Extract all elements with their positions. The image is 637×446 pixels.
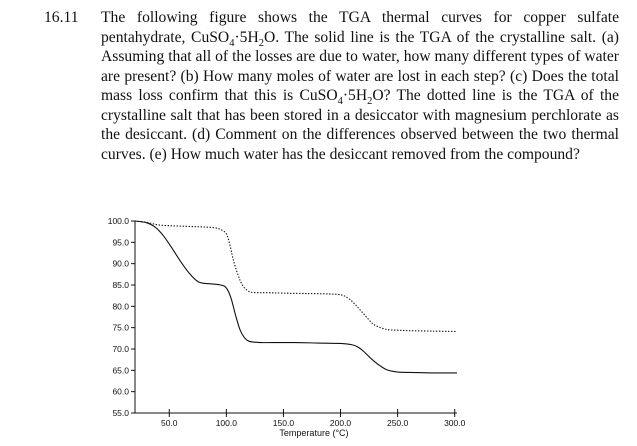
x-tick-label: 150.0 bbox=[273, 418, 295, 428]
subscript: 2 bbox=[258, 37, 264, 49]
y-tick-label: 60.0 bbox=[112, 387, 129, 397]
x-tick-label: 100.0 bbox=[216, 418, 238, 428]
problem-number: 16.11 bbox=[44, 9, 79, 26]
subscript: 4 bbox=[229, 37, 235, 49]
problem-text: The following figure shows the TGA therm… bbox=[101, 8, 619, 164]
y-tick-label: 85.0 bbox=[112, 280, 129, 290]
text-run: O? The dotted line is the TGA of the cry… bbox=[101, 87, 619, 163]
y-tick-label: 80.0 bbox=[112, 301, 129, 311]
y-tick-label: 95.0 bbox=[112, 237, 129, 247]
y-tick-label: 70.0 bbox=[112, 344, 129, 354]
y-tick-label: 100.0 bbox=[108, 216, 130, 226]
y-tick-label: 75.0 bbox=[112, 323, 129, 333]
x-axis-title: Temperature (°C) bbox=[279, 428, 348, 438]
x-tick-label: 200.0 bbox=[330, 418, 352, 428]
subscript: 2 bbox=[367, 96, 373, 108]
text-run: ·5H bbox=[342, 87, 368, 104]
y-tick-label: 65.0 bbox=[112, 365, 129, 375]
tga-chart: 100.0 95.0 90.0 85.0 80.0 75.0 70.0 65.0 60.0 55.… bbox=[108, 216, 466, 438]
text-run: O. The solid line is the TGA of the crys… bbox=[101, 28, 619, 105]
y-tick-label: 55.0 bbox=[112, 408, 129, 418]
text-run: The following figure shows the TGA therm… bbox=[101, 9, 619, 46]
x-tick-label: 250.0 bbox=[387, 418, 409, 428]
x-tick-label: 50.0 bbox=[161, 418, 178, 428]
y-tick-label: 90.0 bbox=[112, 259, 129, 269]
dotted-tga-curve bbox=[134, 220, 458, 333]
text-run: ·5H bbox=[234, 28, 259, 46]
x-tick-label: 300.0 bbox=[444, 418, 466, 428]
tga-figure: 100.0 95.0 90.0 85.0 80.0 75.0 70.0 65.0 60.0 55.… bbox=[0, 205, 637, 446]
problem-16-11: 16.11 The following figure shows the TGA… bbox=[0, 0, 637, 200]
subscript: 4 bbox=[337, 96, 343, 108]
solid-tga-curve bbox=[134, 220, 458, 374]
